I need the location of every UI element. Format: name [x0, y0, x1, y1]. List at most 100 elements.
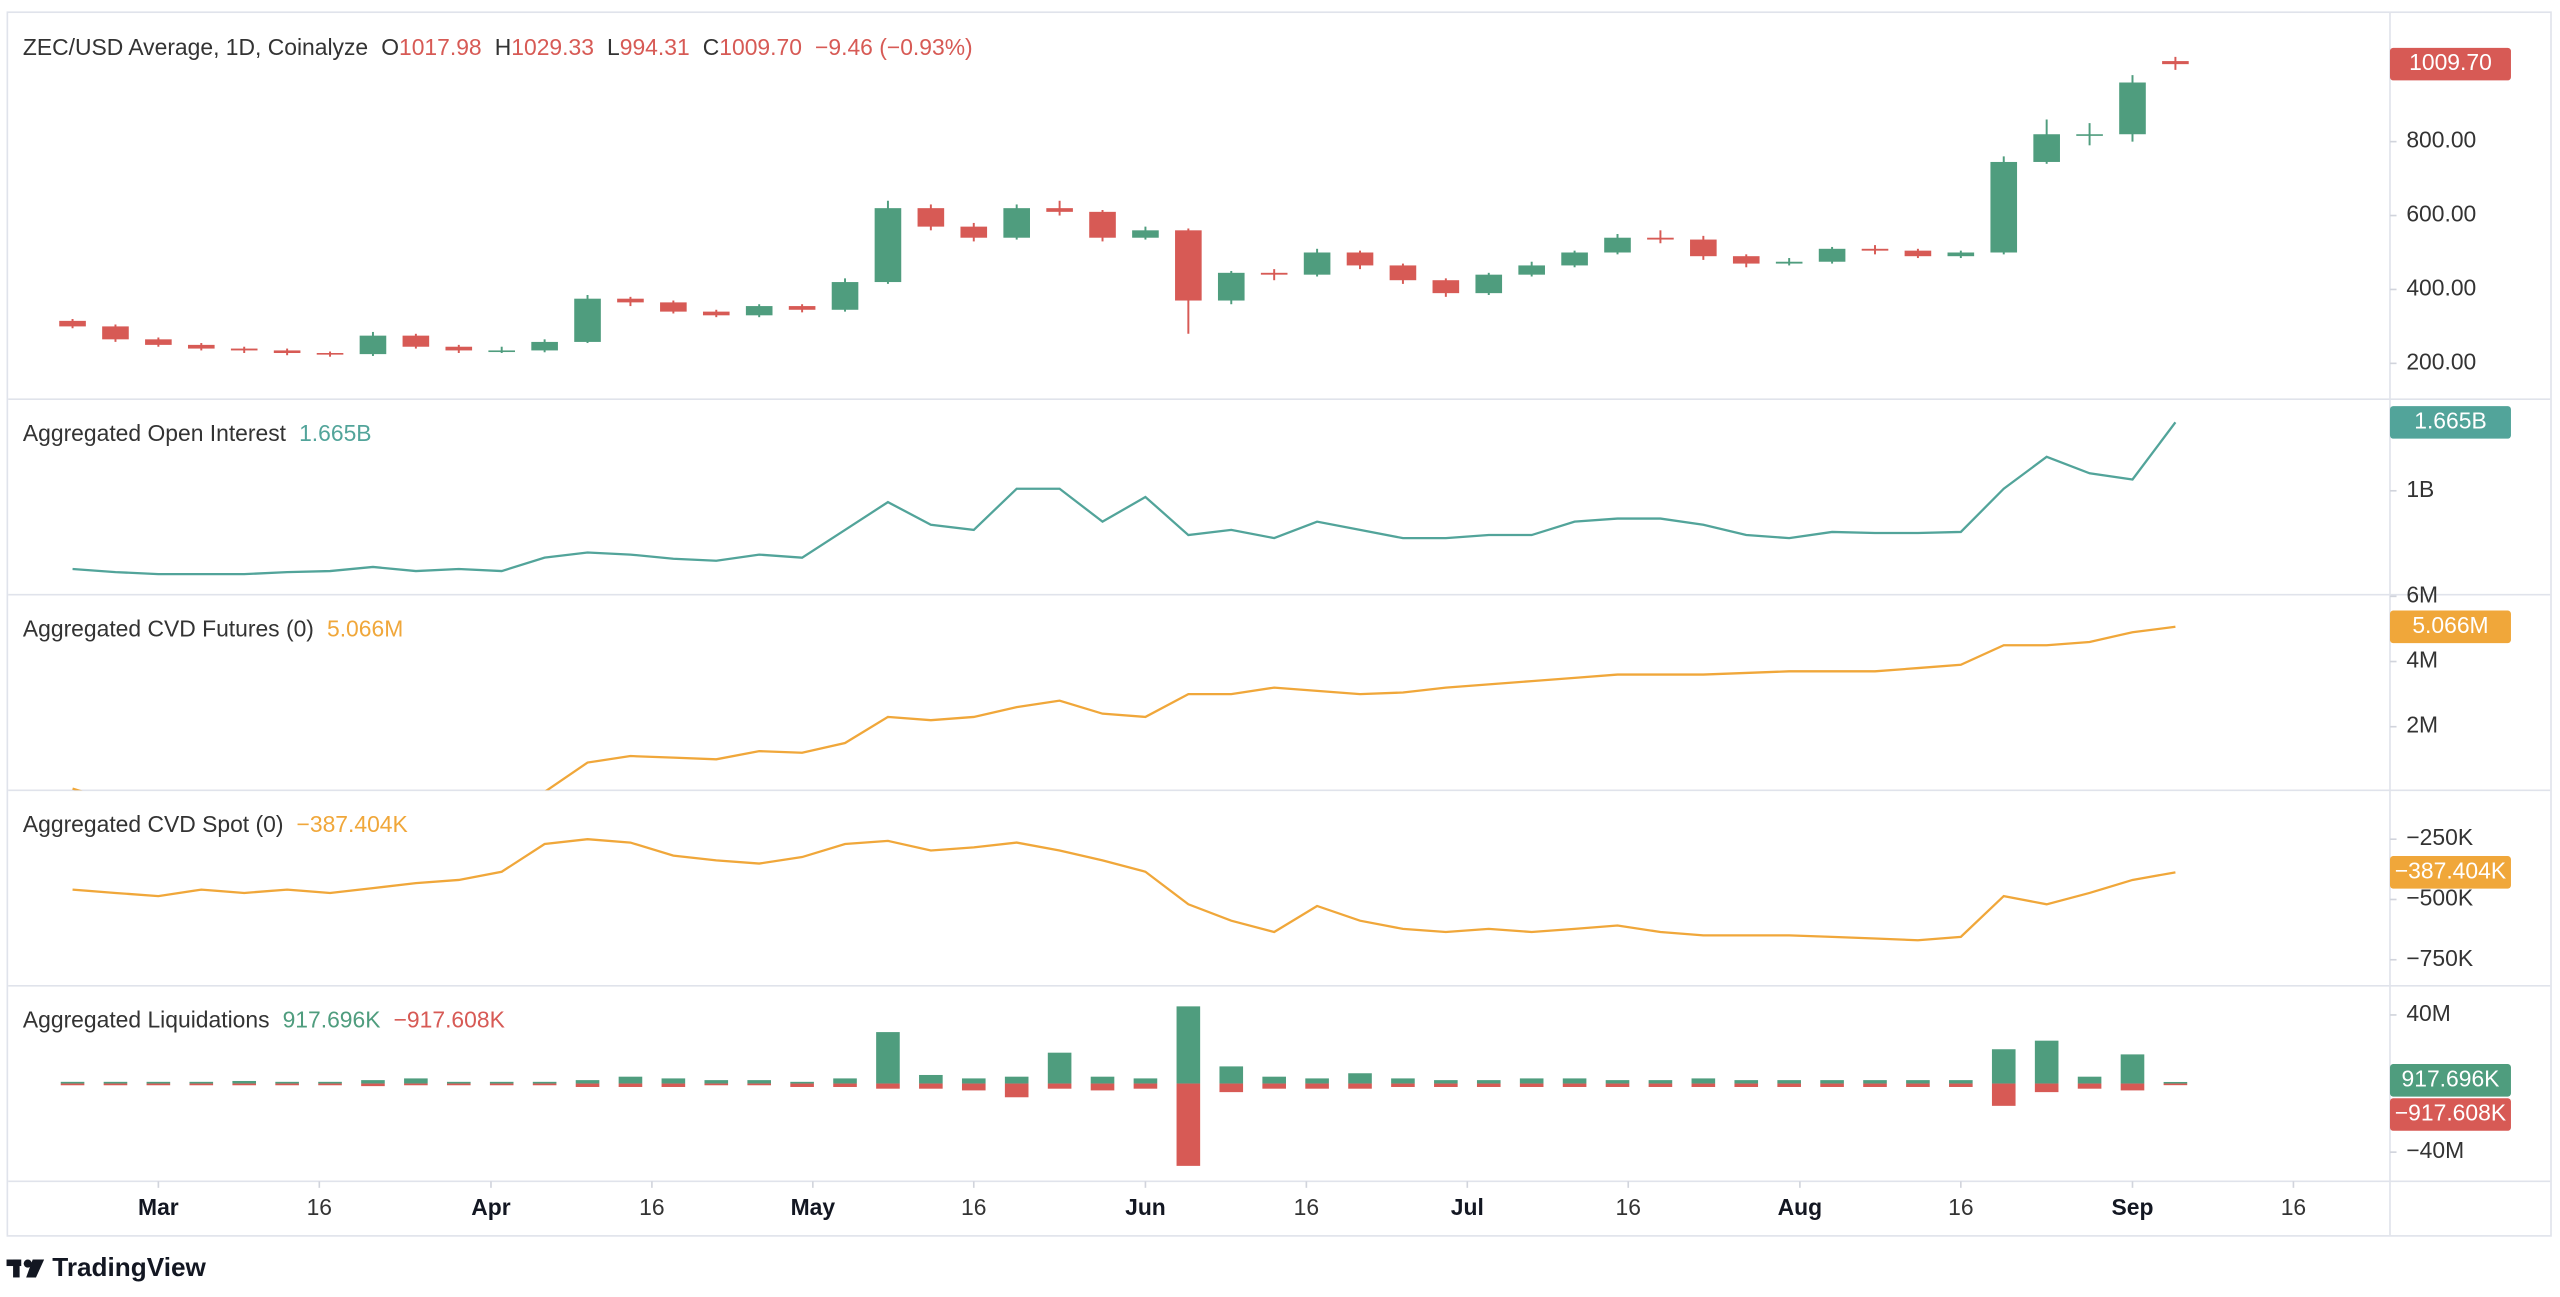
liquidation-bar — [1219, 1083, 1244, 1093]
liquidation-bar — [1004, 1076, 1029, 1084]
value-badge-label: 917.696K — [2402, 1065, 2500, 1091]
liquidation-bar — [1906, 1083, 1930, 1087]
liquidation-bar — [361, 1080, 385, 1084]
x-tick-label: 16 — [639, 1194, 664, 1220]
liquidation-bar — [1305, 1083, 1329, 1089]
liquidation-bar — [1176, 1083, 1201, 1166]
liquidation-bar — [747, 1083, 771, 1086]
pane — [72, 625, 2176, 791]
liquidation-bar — [361, 1083, 385, 1087]
liquidation-bar — [1391, 1078, 1415, 1084]
liquidation-bar — [961, 1078, 986, 1084]
liquidation-bar — [618, 1076, 643, 1084]
liquidation-bar — [1047, 1083, 1072, 1089]
candle-body — [2119, 82, 2146, 135]
liquidation-bar — [60, 1081, 85, 1084]
liquidation-bar — [1219, 1066, 1244, 1084]
candle-body — [1947, 252, 1975, 257]
candle-body — [702, 311, 730, 316]
candle-body — [59, 320, 86, 327]
series-line — [72, 421, 2177, 576]
candle-body — [187, 344, 215, 349]
candle-body — [1690, 239, 1717, 257]
liquidation-bar — [1863, 1083, 1887, 1087]
liquidation-bar — [146, 1081, 171, 1084]
x-tick-label: Sep — [2112, 1194, 2154, 1220]
liquidation-bar — [2034, 1040, 2059, 1084]
candle-body — [1089, 211, 1116, 238]
series-line — [72, 625, 2176, 791]
liquidation-bar — [919, 1083, 943, 1089]
y-tick-label: 40M — [2406, 1000, 2450, 1026]
candle-body — [1432, 280, 1460, 294]
liquidation-bar — [1605, 1083, 1630, 1087]
liquidation-bar — [1305, 1078, 1329, 1084]
liquidation-bar — [489, 1083, 514, 1086]
candle-body — [1647, 237, 1674, 240]
candle-body — [1861, 248, 1889, 251]
x-tick-label: 16 — [1948, 1194, 1973, 1220]
liquidation-bar — [532, 1083, 557, 1086]
x-tick-label: 16 — [1294, 1194, 1319, 1220]
liquidation-bar — [1476, 1083, 1501, 1087]
candle-body — [1818, 248, 1846, 262]
liquidation-bar — [747, 1080, 771, 1084]
pane-title: Aggregated Liquidations — [23, 1007, 270, 1033]
y-tick-label: 4M — [2406, 647, 2438, 673]
x-tick-label: Aug — [1778, 1194, 1822, 1220]
candle-body — [831, 282, 859, 310]
liquidation-bar — [704, 1080, 729, 1084]
candle-body — [488, 350, 516, 353]
liquidation-bar — [1348, 1073, 1372, 1084]
pane-legend: Aggregated Liquidations 917.696K −917.608K — [23, 1007, 505, 1033]
x-tick-label: 16 — [961, 1194, 986, 1220]
liquidation-bar — [2120, 1054, 2145, 1084]
candle-body — [1346, 252, 1374, 266]
liquidation-bar — [833, 1083, 857, 1087]
candle-body — [1604, 237, 1631, 253]
pane — [72, 421, 2177, 576]
liquidation-bar — [575, 1080, 600, 1084]
liquidation-bar — [232, 1083, 257, 1086]
liquidation-bar — [1691, 1083, 1716, 1087]
candle-body — [960, 226, 988, 238]
liquidation-bar — [2163, 1081, 2188, 1084]
candle-body — [230, 348, 258, 351]
ohlc-key: L — [607, 34, 620, 60]
candle-body — [1990, 161, 2018, 253]
liquidation-bar — [1004, 1083, 1029, 1098]
liquidation-bar — [404, 1078, 428, 1084]
pane — [60, 1006, 2188, 1166]
candle-body — [1475, 274, 1503, 294]
pane-legend: Aggregated Open Interest 1.665B — [23, 420, 372, 446]
last-value: −387.404K — [297, 811, 408, 837]
value-badge — [2389, 1063, 2511, 1097]
liquidation-bar — [1777, 1083, 1801, 1087]
liquidation-bar — [575, 1083, 600, 1087]
candle-body — [145, 339, 172, 345]
candle-body — [2162, 61, 2189, 65]
candle-body — [531, 341, 558, 351]
liquidation-bar — [876, 1083, 900, 1089]
value-badge — [2389, 856, 2511, 889]
last-value: −917.608K — [394, 1007, 505, 1033]
candle-body — [359, 335, 387, 355]
pane-title: Aggregated CVD Futures (0) — [23, 616, 314, 642]
candle-body — [1303, 252, 1331, 275]
last-value: 917.696K — [283, 1007, 381, 1033]
pane-title: Aggregated Open Interest — [23, 420, 287, 446]
liquidation-bar — [1090, 1083, 1115, 1091]
x-tick-label: Jun — [1125, 1194, 1166, 1220]
liquidation-bar — [1133, 1078, 1158, 1084]
price-badge — [2389, 47, 2511, 81]
liquidation-bar — [1734, 1080, 1759, 1084]
liquidation-bar — [1262, 1076, 1286, 1084]
last-value: 1.665B — [299, 420, 371, 446]
x-tick-label: 16 — [1616, 1194, 1641, 1220]
liquidation-bar — [1262, 1083, 1286, 1089]
ohlc-value: 1009.70 — [719, 34, 802, 60]
frame — [6, 11, 2552, 1237]
liquidation-bar — [1906, 1080, 1930, 1084]
value-badge-label: 5.066M — [2412, 612, 2488, 638]
